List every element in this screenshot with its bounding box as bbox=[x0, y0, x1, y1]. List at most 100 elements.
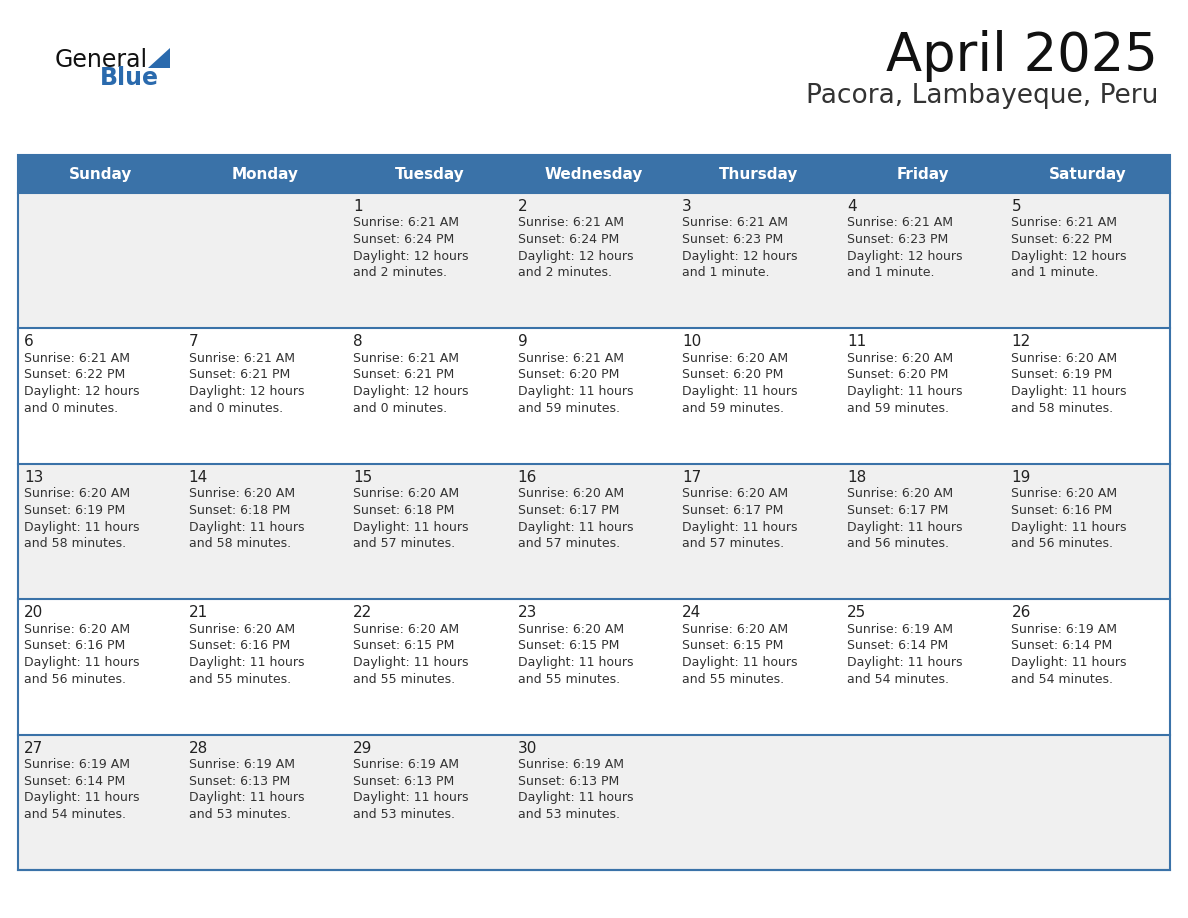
Text: Sunset: 6:18 PM: Sunset: 6:18 PM bbox=[353, 504, 455, 517]
Text: Daylight: 12 hours: Daylight: 12 hours bbox=[189, 386, 304, 398]
Text: Sunset: 6:22 PM: Sunset: 6:22 PM bbox=[24, 368, 125, 382]
Text: 1: 1 bbox=[353, 199, 362, 214]
Text: Sunrise: 6:19 AM: Sunrise: 6:19 AM bbox=[1011, 622, 1118, 635]
Text: 17: 17 bbox=[682, 470, 702, 485]
Text: and 1 minute.: and 1 minute. bbox=[1011, 266, 1099, 279]
Text: Sunrise: 6:21 AM: Sunrise: 6:21 AM bbox=[189, 352, 295, 364]
Text: and 58 minutes.: and 58 minutes. bbox=[1011, 402, 1113, 415]
Text: and 55 minutes.: and 55 minutes. bbox=[682, 673, 784, 686]
Bar bbox=[18, 464, 1170, 599]
Text: Sunset: 6:14 PM: Sunset: 6:14 PM bbox=[24, 775, 125, 788]
Text: Daylight: 12 hours: Daylight: 12 hours bbox=[24, 386, 139, 398]
Text: Sunrise: 6:19 AM: Sunrise: 6:19 AM bbox=[518, 758, 624, 771]
Text: 10: 10 bbox=[682, 334, 702, 350]
Text: 4: 4 bbox=[847, 199, 857, 214]
Text: Thursday: Thursday bbox=[719, 166, 798, 182]
Text: Sunrise: 6:21 AM: Sunrise: 6:21 AM bbox=[353, 217, 459, 230]
Bar bbox=[18, 155, 1170, 870]
Text: Daylight: 11 hours: Daylight: 11 hours bbox=[847, 656, 962, 669]
Text: 30: 30 bbox=[518, 741, 537, 756]
Text: Daylight: 11 hours: Daylight: 11 hours bbox=[1011, 521, 1127, 533]
Text: Sunrise: 6:20 AM: Sunrise: 6:20 AM bbox=[682, 352, 789, 364]
Text: 27: 27 bbox=[24, 741, 43, 756]
Text: Sunset: 6:17 PM: Sunset: 6:17 PM bbox=[847, 504, 948, 517]
Text: 11: 11 bbox=[847, 334, 866, 350]
Text: Daylight: 11 hours: Daylight: 11 hours bbox=[518, 386, 633, 398]
Text: and 55 minutes.: and 55 minutes. bbox=[518, 673, 620, 686]
Text: Sunrise: 6:21 AM: Sunrise: 6:21 AM bbox=[682, 217, 789, 230]
Text: Sunset: 6:19 PM: Sunset: 6:19 PM bbox=[24, 504, 125, 517]
Text: Daylight: 11 hours: Daylight: 11 hours bbox=[189, 656, 304, 669]
Text: April 2025: April 2025 bbox=[886, 30, 1158, 82]
Text: Sunrise: 6:20 AM: Sunrise: 6:20 AM bbox=[24, 487, 131, 500]
Text: Sunset: 6:16 PM: Sunset: 6:16 PM bbox=[189, 639, 290, 653]
Text: Daylight: 11 hours: Daylight: 11 hours bbox=[518, 791, 633, 804]
Text: and 58 minutes.: and 58 minutes. bbox=[24, 537, 126, 550]
Text: 2: 2 bbox=[518, 199, 527, 214]
Text: Pacora, Lambayeque, Peru: Pacora, Lambayeque, Peru bbox=[805, 83, 1158, 109]
Text: Tuesday: Tuesday bbox=[394, 166, 465, 182]
Bar bbox=[18, 329, 1170, 464]
Text: Sunset: 6:14 PM: Sunset: 6:14 PM bbox=[847, 639, 948, 653]
Text: Sunrise: 6:20 AM: Sunrise: 6:20 AM bbox=[682, 622, 789, 635]
Text: Sunrise: 6:21 AM: Sunrise: 6:21 AM bbox=[353, 352, 459, 364]
Text: 5: 5 bbox=[1011, 199, 1020, 214]
Polygon shape bbox=[148, 48, 170, 68]
Text: Daylight: 11 hours: Daylight: 11 hours bbox=[353, 521, 468, 533]
Text: Daylight: 11 hours: Daylight: 11 hours bbox=[847, 386, 962, 398]
Text: Daylight: 11 hours: Daylight: 11 hours bbox=[1011, 386, 1127, 398]
Text: Sunrise: 6:19 AM: Sunrise: 6:19 AM bbox=[353, 758, 459, 771]
Text: Saturday: Saturday bbox=[1049, 166, 1126, 182]
Text: and 57 minutes.: and 57 minutes. bbox=[682, 537, 784, 550]
Text: Daylight: 11 hours: Daylight: 11 hours bbox=[847, 521, 962, 533]
Text: and 53 minutes.: and 53 minutes. bbox=[518, 808, 620, 821]
Text: Sunrise: 6:20 AM: Sunrise: 6:20 AM bbox=[24, 622, 131, 635]
Text: 25: 25 bbox=[847, 605, 866, 621]
Text: 22: 22 bbox=[353, 605, 372, 621]
Text: 13: 13 bbox=[24, 470, 44, 485]
Text: 24: 24 bbox=[682, 605, 702, 621]
Text: Daylight: 11 hours: Daylight: 11 hours bbox=[353, 791, 468, 804]
Text: 6: 6 bbox=[24, 334, 33, 350]
Text: Sunrise: 6:19 AM: Sunrise: 6:19 AM bbox=[24, 758, 129, 771]
Text: Sunset: 6:20 PM: Sunset: 6:20 PM bbox=[682, 368, 784, 382]
Text: Sunset: 6:14 PM: Sunset: 6:14 PM bbox=[1011, 639, 1113, 653]
Text: Daylight: 11 hours: Daylight: 11 hours bbox=[518, 656, 633, 669]
Text: and 0 minutes.: and 0 minutes. bbox=[353, 402, 447, 415]
Text: Sunrise: 6:20 AM: Sunrise: 6:20 AM bbox=[518, 622, 624, 635]
Text: Daylight: 11 hours: Daylight: 11 hours bbox=[682, 521, 798, 533]
Text: Daylight: 12 hours: Daylight: 12 hours bbox=[353, 386, 468, 398]
Text: and 56 minutes.: and 56 minutes. bbox=[24, 673, 126, 686]
Text: and 54 minutes.: and 54 minutes. bbox=[24, 808, 126, 821]
Text: and 54 minutes.: and 54 minutes. bbox=[1011, 673, 1113, 686]
Text: Sunrise: 6:21 AM: Sunrise: 6:21 AM bbox=[1011, 217, 1118, 230]
Text: and 56 minutes.: and 56 minutes. bbox=[1011, 537, 1113, 550]
Text: Sunset: 6:15 PM: Sunset: 6:15 PM bbox=[518, 639, 619, 653]
Text: and 53 minutes.: and 53 minutes. bbox=[189, 808, 291, 821]
Text: Sunset: 6:22 PM: Sunset: 6:22 PM bbox=[1011, 233, 1113, 246]
Text: Sunday: Sunday bbox=[69, 166, 132, 182]
Text: Daylight: 11 hours: Daylight: 11 hours bbox=[1011, 656, 1127, 669]
Text: Friday: Friday bbox=[897, 166, 949, 182]
Text: and 55 minutes.: and 55 minutes. bbox=[353, 673, 455, 686]
Text: Sunset: 6:16 PM: Sunset: 6:16 PM bbox=[24, 639, 125, 653]
Text: Sunset: 6:23 PM: Sunset: 6:23 PM bbox=[682, 233, 784, 246]
Text: and 59 minutes.: and 59 minutes. bbox=[847, 402, 949, 415]
Text: 20: 20 bbox=[24, 605, 43, 621]
Text: and 1 minute.: and 1 minute. bbox=[682, 266, 770, 279]
Text: Sunset: 6:21 PM: Sunset: 6:21 PM bbox=[189, 368, 290, 382]
Text: Sunset: 6:13 PM: Sunset: 6:13 PM bbox=[518, 775, 619, 788]
Text: Sunset: 6:17 PM: Sunset: 6:17 PM bbox=[682, 504, 784, 517]
Text: 3: 3 bbox=[682, 199, 693, 214]
Text: Sunset: 6:17 PM: Sunset: 6:17 PM bbox=[518, 504, 619, 517]
Text: Daylight: 11 hours: Daylight: 11 hours bbox=[24, 656, 139, 669]
Text: Daylight: 12 hours: Daylight: 12 hours bbox=[353, 250, 468, 263]
Text: Sunrise: 6:20 AM: Sunrise: 6:20 AM bbox=[189, 487, 295, 500]
Text: Daylight: 11 hours: Daylight: 11 hours bbox=[518, 521, 633, 533]
Text: 8: 8 bbox=[353, 334, 362, 350]
Text: 21: 21 bbox=[189, 605, 208, 621]
Text: Daylight: 11 hours: Daylight: 11 hours bbox=[24, 791, 139, 804]
Text: Sunrise: 6:19 AM: Sunrise: 6:19 AM bbox=[189, 758, 295, 771]
Text: Blue: Blue bbox=[100, 66, 159, 90]
Text: Daylight: 12 hours: Daylight: 12 hours bbox=[847, 250, 962, 263]
